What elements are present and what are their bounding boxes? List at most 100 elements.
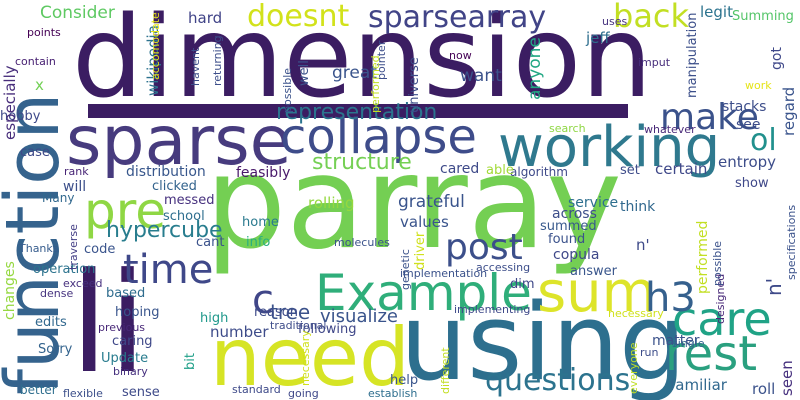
word-post: post <box>445 227 523 268</box>
word-accomodate: pointer <box>375 40 388 80</box>
word-roll: roll <box>752 380 776 398</box>
word-pre: pre <box>84 182 166 240</box>
word-traditional: establish <box>368 387 418 400</box>
word-many: Many <box>42 191 75 205</box>
word-algorithm: algorithm <box>510 165 568 179</box>
word-cant: cant <box>196 235 225 250</box>
word-hypercube: hypercube <box>106 218 223 243</box>
word-performed: driver <box>413 231 428 270</box>
word-think: think <box>620 199 656 215</box>
word-genetic: standard <box>232 383 281 396</box>
word-matter: necessary <box>608 307 664 320</box>
word-x: x <box>35 76 44 94</box>
word-visualize: visualize <box>320 306 398 327</box>
word-based: based <box>106 286 146 301</box>
word-previous: traverse <box>67 224 80 270</box>
word-standard: implementation <box>400 267 488 280</box>
word-seen: run <box>640 346 659 359</box>
word-search: search <box>549 122 586 135</box>
word-messed: messed <box>164 193 215 208</box>
word-update: Update <box>101 351 149 366</box>
word-rest: rest <box>665 326 758 382</box>
word-copula: copula <box>553 247 600 263</box>
word-following: following <box>298 322 357 337</box>
word-going: accessing <box>476 261 531 274</box>
word-dense: exceed <box>63 277 103 290</box>
word-parray: parray <box>205 129 622 278</box>
word-sparse: sparse <box>66 102 292 181</box>
word-hobby: hobby <box>0 109 41 124</box>
word-sorry: Sorry <box>38 342 73 357</box>
word-single: matter <box>652 333 700 349</box>
word-dimension: dimension <box>72 0 653 123</box>
word-make: make <box>660 97 759 138</box>
word-specified: havent <box>189 47 202 86</box>
word-necessary: necessary <box>299 330 312 386</box>
word-implementation: possible <box>711 240 724 286</box>
word-got: got <box>769 47 785 70</box>
word-number: number <box>210 323 269 341</box>
word-show: show <box>735 176 769 191</box>
word-will: will <box>63 179 87 195</box>
word-reason: reason <box>254 305 298 320</box>
word-high: high <box>200 311 229 326</box>
word-able: able <box>486 163 514 178</box>
word-operation: operation <box>33 262 96 277</box>
word-values: values <box>400 213 449 231</box>
word-now: now <box>449 49 472 62</box>
word-time: time <box>123 247 214 293</box>
word-entropy: entropy <box>718 153 777 171</box>
word-doesnt: doesnt <box>247 0 350 34</box>
word-case: case <box>20 145 50 160</box>
word-caring: caring <box>112 334 153 349</box>
word-changes: changes <box>2 261 18 320</box>
word-stacks: stacks <box>722 99 767 115</box>
word-n: n' <box>636 236 650 254</box>
word-bit: bit <box>183 353 198 370</box>
word-designed: specifications <box>785 204 798 280</box>
word-edits: edits <box>35 315 67 330</box>
word-service: service <box>568 195 619 211</box>
word-ol: ol <box>750 123 777 158</box>
word-legit: legit <box>700 3 733 21</box>
word-structure: structure <box>312 150 412 175</box>
word-whatever: whatever <box>644 123 696 136</box>
word-pointer: possible <box>281 67 294 113</box>
word-different: different <box>439 347 452 394</box>
word-familiar: familiar <box>670 376 727 394</box>
word-lot: n' <box>762 277 786 296</box>
word-imput: imput <box>638 56 671 69</box>
word-specifications: seen <box>778 360 796 396</box>
word-sparsearray: sparsearray <box>368 0 547 35</box>
word-distribution: distribution <box>126 164 206 180</box>
word-driver: traditional <box>270 319 327 332</box>
word-want: want <box>460 66 502 86</box>
word-li: li <box>70 243 147 400</box>
word-anyone: anyone <box>525 37 545 100</box>
word-across: across <box>552 206 597 222</box>
word-info: info <box>246 235 271 250</box>
word-home: home <box>242 215 279 230</box>
word-rank: rank <box>64 165 89 178</box>
word-everyone: everyone <box>627 342 640 394</box>
word-flexible: flexible <box>63 387 103 400</box>
word-points: points <box>27 26 61 39</box>
word-establish: performed <box>695 220 711 294</box>
word-working: working <box>498 115 721 180</box>
word-great: great <box>332 63 377 83</box>
word-tree: tree <box>270 300 311 324</box>
word-grateful: grateful <box>398 192 465 212</box>
word-questions: questions <box>485 363 631 398</box>
word-thanks: Thanks <box>19 242 59 255</box>
word-need: need <box>210 311 410 400</box>
word-code: code <box>84 242 116 257</box>
word-school: school <box>163 209 205 224</box>
word-implementing: implementing <box>454 303 531 316</box>
word-dim: dim <box>510 277 535 292</box>
word-run: single <box>672 337 705 350</box>
word-h3: h3 <box>645 275 696 321</box>
word-collapse: collapse <box>280 109 477 165</box>
word-sum: sum <box>537 260 657 325</box>
word-binary: binary <box>113 365 148 378</box>
word-universe: well <box>297 60 312 86</box>
